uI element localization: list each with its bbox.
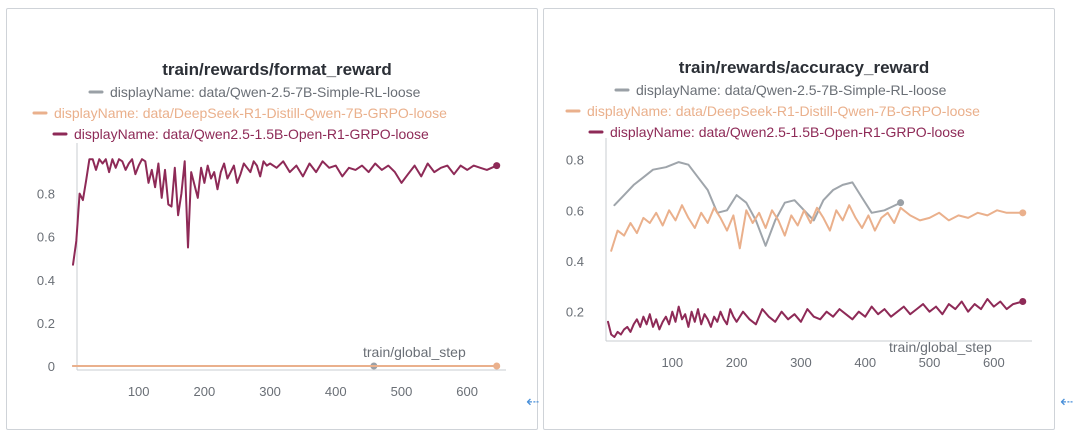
legend-label: displayName: data/DeepSeek-R1-Distill-Qw… — [54, 105, 447, 121]
x-tick-label: 500 — [391, 384, 413, 399]
chart-panel-format-reward: train/rewards/format_reward displayName: … — [6, 8, 538, 430]
x-tick-label: 200 — [194, 384, 216, 399]
series-line — [613, 161, 902, 247]
y-tick-label: 0 — [48, 359, 55, 374]
series-end-marker — [493, 162, 501, 170]
x-tick-label: 600 — [983, 355, 1005, 370]
series-line — [610, 204, 1024, 252]
x-tick-label: 400 — [325, 384, 347, 399]
x-tick-label: 500 — [919, 355, 941, 370]
x-tick-label: 400 — [854, 355, 876, 370]
y-tick-label: 0.2 — [566, 305, 584, 320]
series-end-marker — [897, 199, 905, 207]
y-tick-label: 0.6 — [566, 203, 584, 218]
series-line — [72, 158, 498, 266]
series-end-marker — [1019, 209, 1027, 217]
series-line — [607, 298, 1024, 338]
chart-accuracy-reward: train/rewards/accuracy_reward displayName… — [565, 58, 1032, 370]
y-tick-label: 0.8 — [37, 187, 55, 202]
legend-label: displayName: data/Qwen2.5-1.5B-Open-R1-G… — [74, 126, 429, 142]
x-axis-label: train/global_step — [363, 344, 466, 360]
chart-format-reward: train/rewards/format_reward displayName: … — [32, 60, 506, 399]
x-tick-label: 300 — [259, 384, 281, 399]
x-tick-label: 200 — [726, 355, 748, 370]
series-end-marker — [493, 362, 501, 370]
y-tick-label: 0.2 — [37, 316, 55, 331]
x-tick-label: 100 — [661, 355, 683, 370]
chart-panel-accuracy-reward: train/rewards/accuracy_reward displayName… — [543, 8, 1055, 430]
y-tick-label: 0.4 — [37, 273, 55, 288]
y-tick-label: 0.8 — [566, 153, 584, 168]
legend-label: displayName: data/Qwen-2.5-7B-Simple-RL-… — [636, 82, 947, 98]
y-tick-label: 0.6 — [37, 230, 55, 245]
series-end-marker — [1019, 298, 1027, 306]
x-tick-label: 100 — [128, 384, 150, 399]
legend-label: displayName: data/DeepSeek-R1-Distill-Qw… — [587, 103, 980, 119]
left-arrow-icon[interactable]: ⇠ — [1060, 392, 1074, 411]
x-axis-label: train/global_step — [889, 339, 992, 355]
x-tick-label: 600 — [456, 384, 478, 399]
x-tick-label: 300 — [790, 355, 812, 370]
legend-label: displayName: data/Qwen2.5-1.5B-Open-R1-G… — [610, 124, 965, 140]
y-tick-label: 0.4 — [566, 254, 584, 269]
left-arrow-icon[interactable]: ⇠ — [526, 392, 540, 411]
chart-title: train/rewards/format_reward — [162, 60, 392, 79]
legend-label: displayName: data/Qwen-2.5-7B-Simple-RL-… — [110, 84, 421, 100]
chart-title: train/rewards/accuracy_reward — [679, 58, 929, 77]
